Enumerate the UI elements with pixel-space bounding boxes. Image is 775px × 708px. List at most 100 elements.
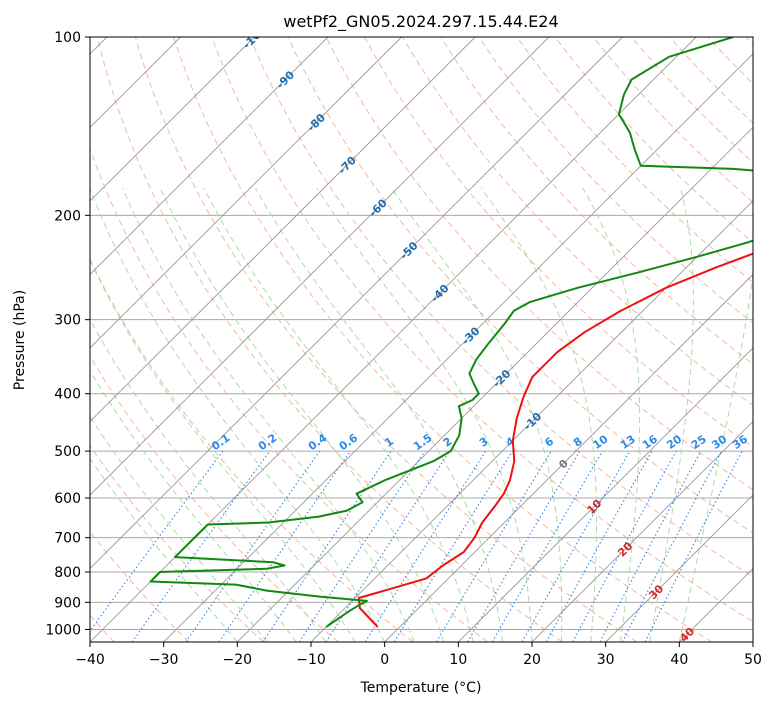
y-tick-label: 800 bbox=[54, 565, 81, 581]
isotherm-label: -90 bbox=[274, 68, 297, 91]
mixing-ratio-line bbox=[298, 450, 426, 642]
isotherm-line bbox=[163, 53, 753, 642]
moist-adiabat-line bbox=[678, 272, 753, 642]
y-tick-label: 600 bbox=[54, 491, 81, 507]
isotherm-lines bbox=[90, 37, 753, 642]
isotherm-line bbox=[458, 347, 753, 642]
mixing-ratio-line bbox=[467, 450, 581, 642]
dry-adiabat-line bbox=[669, 37, 753, 124]
moist-adiabat-line bbox=[90, 415, 268, 642]
dry-adiabat-line bbox=[554, 37, 753, 243]
x-tick-label: 0 bbox=[380, 652, 389, 668]
dry-adiabat-line bbox=[90, 444, 264, 642]
isobar-lines bbox=[90, 37, 753, 630]
plot-area: -100-90-80-70-60-50-40-30-20-10010203040… bbox=[90, 37, 753, 642]
isotherm-line bbox=[605, 494, 753, 642]
isotherm-line bbox=[90, 37, 329, 276]
moist-adiabat-line bbox=[255, 187, 503, 642]
moist-adiabat-line bbox=[649, 188, 695, 642]
y-tick-label: 900 bbox=[54, 595, 81, 611]
mixing-ratio-label: 1 bbox=[382, 435, 396, 450]
isotherm-line bbox=[679, 567, 753, 642]
isotherm-label: 10 bbox=[584, 497, 604, 517]
x-tick-label: 40 bbox=[670, 652, 688, 668]
isotherm-line bbox=[384, 273, 753, 642]
x-tick-label: 20 bbox=[523, 652, 541, 668]
dry-adiabat-line bbox=[249, 37, 753, 578]
moist-adiabat-line bbox=[90, 369, 297, 642]
mixing-ratio-label: 13 bbox=[618, 433, 638, 452]
mixing-ratio-line bbox=[218, 450, 351, 642]
moist-adiabat-line bbox=[480, 187, 597, 642]
dry-adiabat-line bbox=[90, 530, 190, 642]
isotherm-label: -60 bbox=[367, 196, 390, 219]
isotherm-line bbox=[237, 126, 753, 642]
dry-adiabat-line bbox=[402, 37, 753, 406]
moist-adiabat-line bbox=[90, 457, 238, 642]
dewpoint-line bbox=[149, 37, 753, 628]
dry-adiabat-line bbox=[478, 37, 753, 324]
plot-frame bbox=[89, 36, 754, 643]
dry-adiabat-line bbox=[134, 37, 638, 642]
mixing-ratio-line bbox=[325, 450, 451, 642]
isotherm-line bbox=[752, 641, 753, 642]
isotherm-line bbox=[310, 200, 753, 642]
isotherm-label: -10 bbox=[521, 410, 544, 433]
isotherm-line bbox=[90, 37, 476, 423]
dry-adiabat-line bbox=[211, 37, 753, 623]
mixing-ratio-line bbox=[364, 450, 487, 642]
mixing-ratio-label: 6 bbox=[542, 435, 556, 450]
dry-adiabat-line bbox=[325, 37, 753, 491]
mixing-ratio-label: 25 bbox=[689, 433, 709, 452]
mixing-ratio-label: 8 bbox=[571, 435, 585, 450]
isotherm-label: -50 bbox=[397, 239, 420, 262]
x-tick-label: −10 bbox=[296, 652, 326, 668]
dry-adiabat-line bbox=[96, 37, 563, 642]
x-tick-label: −40 bbox=[75, 652, 105, 668]
mixing-ratio-label: 30 bbox=[709, 432, 729, 452]
x-tick-label: −20 bbox=[223, 652, 253, 668]
mixing-ratio-label: 0.6 bbox=[337, 431, 361, 453]
moist-adiabat-line bbox=[582, 187, 641, 642]
isotherm-line bbox=[90, 37, 550, 496]
y-tick-label: 300 bbox=[54, 313, 81, 329]
x-tick-label: 30 bbox=[597, 652, 615, 668]
mixing-ratio-label: 0.1 bbox=[209, 431, 232, 453]
y-axis-label: Pressure (hPa) bbox=[12, 290, 28, 390]
isotherm-label: -30 bbox=[459, 324, 482, 347]
dry-adiabat-line bbox=[631, 37, 753, 164]
isotherm-line bbox=[90, 37, 255, 202]
dry-adiabat-lines bbox=[90, 37, 753, 642]
isotherm-line bbox=[531, 420, 753, 642]
x-axis-label: Temperature (°C) bbox=[360, 680, 482, 696]
dry-adiabat-line bbox=[516, 37, 753, 284]
dry-adiabat-line bbox=[90, 258, 414, 642]
isotherm-label: 30 bbox=[646, 582, 666, 602]
y-tick-label: 100 bbox=[54, 30, 81, 46]
mixing-ratio-line bbox=[131, 450, 271, 642]
x-tick-label: −30 bbox=[149, 652, 179, 668]
mixing-ratio-label: 36 bbox=[730, 432, 750, 452]
mixing-ratio-label: 16 bbox=[640, 432, 660, 452]
dry-adiabat-line bbox=[90, 355, 339, 642]
moist-adiabat-line bbox=[90, 318, 327, 642]
mixing-ratio-line bbox=[90, 450, 224, 632]
dry-adiabat-line bbox=[707, 37, 753, 85]
profile-series bbox=[149, 37, 753, 628]
x-axis-ticks: −40 −30 −20 −10 0 10 20 30 40 50 bbox=[75, 642, 762, 668]
mixing-ratio-label: 1.5 bbox=[411, 431, 434, 453]
mixing-ratio-line bbox=[521, 450, 631, 642]
mixing-ratio-line bbox=[185, 450, 321, 642]
moist-adiabat-line bbox=[203, 187, 474, 642]
mixing-ratio-line bbox=[393, 450, 513, 642]
mixing-ratio-line bbox=[491, 450, 603, 642]
mixing-ratio-label: 0.4 bbox=[306, 431, 330, 453]
isotherm-label: -80 bbox=[305, 111, 328, 134]
moist-adiabat-line bbox=[90, 259, 356, 642]
mixing-ratio-label: 0.2 bbox=[256, 431, 279, 453]
y-axis-ticks: 100 200 300 400 500 600 700 800 900 1000 bbox=[45, 30, 90, 638]
isotherm-line bbox=[90, 37, 402, 349]
dry-adiabat-line bbox=[173, 37, 712, 642]
moist-adiabat-line bbox=[391, 187, 563, 642]
